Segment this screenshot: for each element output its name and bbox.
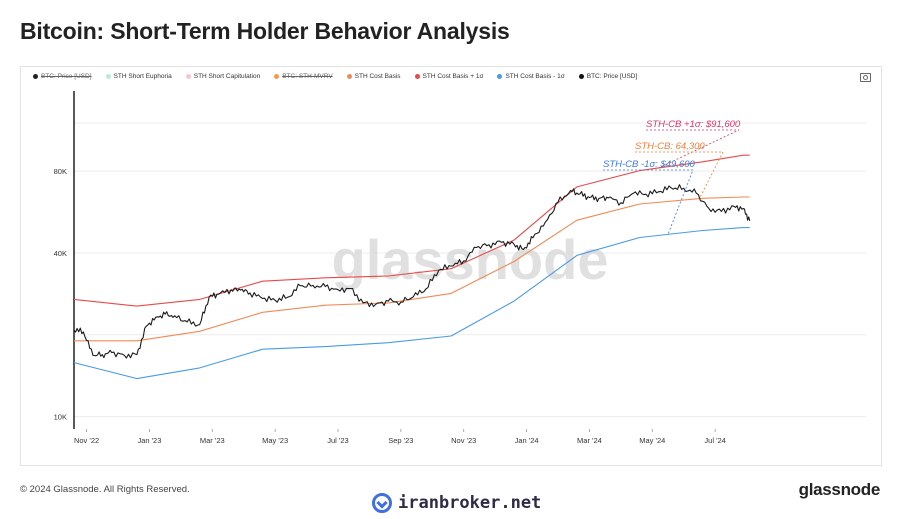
y-tick-label: 80K	[54, 167, 67, 176]
chart-legend: BTC: Price [USD] STH Short Euphoria STH Sh…	[33, 73, 637, 80]
legend-label: STH Short Euphoria	[113, 73, 172, 80]
legend-dot-icon	[497, 74, 503, 79]
legend-label: BTC: Price [USD]	[41, 73, 92, 80]
broker-name: iranbroker.net	[398, 493, 542, 513]
glassnode-watermark: glassnode	[332, 228, 609, 291]
x-tick-label: Jan '24	[515, 436, 539, 445]
legend-dot-icon	[33, 74, 38, 79]
page-title: Bitcoin: Short-Term Holder Behavior Anal…	[20, 18, 510, 44]
x-tick-label: Nov '23	[451, 436, 476, 445]
legend-item-1[interactable]: STH Short Euphoria	[105, 73, 172, 80]
legend-label: STH Cost Basis + 1σ	[422, 73, 484, 80]
legend-dot-icon	[185, 74, 191, 79]
series-line-price	[73, 184, 751, 359]
chart-plot: 10K 40K 80K Nov '22 Jan '23 Mar '23 May '23 Jul…	[54, 91, 866, 445]
legend-label: STH Short Capitulation	[193, 73, 261, 80]
series-line-minus_sigma	[73, 227, 750, 380]
broker-watermark: iranbroker.net	[372, 493, 541, 513]
legend-item-0[interactable]: BTC: Price [USD]	[33, 73, 92, 80]
camera-icon[interactable]	[860, 73, 871, 82]
series-line-cost_basis	[74, 196, 750, 342]
annotation-leader-cost_basis	[635, 151, 724, 199]
x-tick-label: Mar '23	[200, 436, 225, 445]
legend-dot-icon	[414, 74, 420, 79]
x-tick-label: Mar '24	[577, 436, 602, 445]
legend-item-5[interactable]: STH Cost Basis + 1σ	[414, 73, 484, 80]
series-line-plus_sigma	[73, 154, 750, 307]
annotation-leader-plus_sigma	[646, 129, 740, 169]
x-tick-label: Jul '24	[704, 436, 725, 445]
legend-dot-icon	[346, 74, 352, 79]
legend-item-7[interactable]: BTC: Price [USD]	[578, 73, 638, 80]
legend-item-3[interactable]: BTC: STH-MVRV	[274, 73, 333, 80]
annotation-minus_sigma: STH-CB -1σ: $49,600	[603, 159, 696, 170]
x-tick-label: May '23	[262, 436, 288, 445]
legend-item-4[interactable]: STH Cost Basis	[346, 73, 401, 80]
legend-label: STH Cost Basis	[354, 73, 401, 80]
x-tick-label: Jan '23	[137, 436, 161, 445]
legend-label: STH Cost Basis - 1σ	[505, 73, 565, 80]
legend-item-2[interactable]: STH Short Capitulation	[185, 73, 261, 80]
y-tick-label: 10K	[54, 413, 67, 422]
annotation-cost_basis: STH-CB: 64,300	[635, 141, 705, 152]
chart-frame: BTC: Price [USD] STH Short Euphoria STH Sh…	[20, 66, 882, 466]
copyright-text: © 2024 Glassnode. All Rights Reserved.	[20, 484, 190, 495]
legend-dot-icon	[274, 74, 280, 79]
legend-label: BTC: Price [USD]	[586, 73, 638, 80]
annotation-leader-minus_sigma	[603, 169, 694, 235]
legend-dot-icon	[578, 74, 584, 79]
x-tick-label: Sep '23	[388, 436, 413, 445]
y-tick-label: 40K	[54, 249, 67, 258]
brand-logo-text: glassnode	[798, 480, 881, 499]
broker-logo-icon	[372, 493, 392, 513]
x-tick-label: Nov '22	[74, 436, 99, 445]
legend-dot-icon	[105, 74, 111, 79]
annotation-plus_sigma: STH-CB +1σ: $91,600	[646, 119, 741, 130]
legend-label: BTC: STH-MVRV	[282, 73, 333, 80]
legend-item-6[interactable]: STH Cost Basis - 1σ	[497, 73, 565, 80]
x-tick-label: Jul '23	[327, 436, 348, 445]
x-tick-label: May '24	[639, 436, 665, 445]
